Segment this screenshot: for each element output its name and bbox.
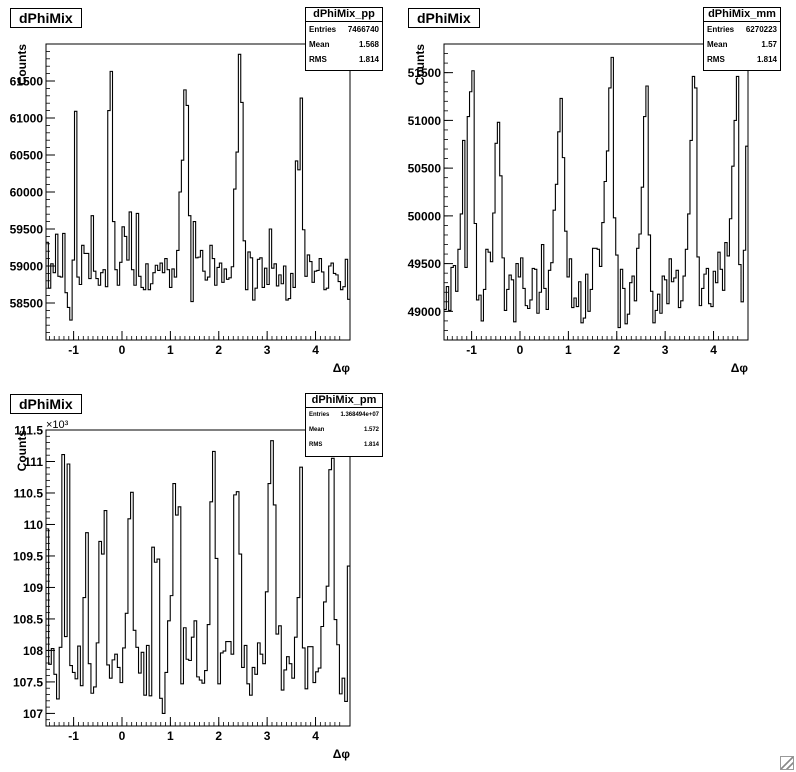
y-tick-label: 111 xyxy=(24,455,43,469)
y-tick-label: 109 xyxy=(23,581,43,595)
stats-label: Entries xyxy=(309,412,330,418)
y-tick-label: 108 xyxy=(23,644,43,658)
stats-label: Mean xyxy=(309,40,330,49)
stats-row-entries: Entries 6270223 xyxy=(704,22,780,37)
stats-box: dPhiMix_pm Entries 1.368494e+07 Mean 1.572 RM… xyxy=(305,393,383,457)
stats-label: Mean xyxy=(309,427,325,433)
stats-title: dPhiMix_pm xyxy=(306,394,382,408)
x-tick-label: 1 xyxy=(565,343,572,357)
y-tick-label: 110.5 xyxy=(14,486,44,500)
x-tick-label: 4 xyxy=(312,729,319,743)
y-axis-title: Counts xyxy=(15,44,29,86)
y-tick-label: 59000 xyxy=(10,260,44,274)
stats-value: 7466740 xyxy=(347,25,379,34)
plot-frame xyxy=(45,429,351,727)
x-tick-label: 4 xyxy=(312,343,319,357)
y-tick-label: 58500 xyxy=(10,297,44,311)
histogram-series-line xyxy=(46,53,350,321)
histogram-title: dPhiMix xyxy=(408,8,480,28)
stats-row-rms: RMS 1.814 xyxy=(306,52,382,67)
stats-title: dPhiMix_mm xyxy=(704,8,780,22)
x-tick-label: 1 xyxy=(167,343,174,357)
stats-label: Entries xyxy=(309,25,337,34)
x-tick-label: 1 xyxy=(167,729,174,743)
stats-box: dPhiMix_mm Entries 6270223 Mean 1.57 RMS 1.814 xyxy=(703,7,781,71)
x-tick-label: 3 xyxy=(264,729,271,743)
histogram-panel-mm: -1 0 1 2 3 4 49000 49500 50000 50500 51000 51500 Δφ C… xyxy=(398,0,796,386)
stats-label: RMS xyxy=(707,55,725,64)
stats-box: dPhiMix_pp Entries 7466740 Mean 1.568 RMS 1.81… xyxy=(305,7,383,71)
stats-value: 1.368494e+07 xyxy=(340,412,379,418)
x-tick-label: 0 xyxy=(119,729,126,743)
stats-value: 1.814 xyxy=(756,55,777,64)
y-tick-label: 109.5 xyxy=(13,549,43,563)
histogram-title: dPhiMix xyxy=(10,394,82,414)
x-axis-title: Δφ xyxy=(333,361,351,375)
stats-row-mean: Mean 1.568 xyxy=(306,37,382,52)
histogram-series-line xyxy=(444,56,748,329)
stats-row-rms: RMS 1.814 xyxy=(306,438,382,453)
stats-label: Entries xyxy=(707,25,735,34)
y-axis-title: Counts xyxy=(413,44,427,86)
x-tick-label: 3 xyxy=(662,343,669,357)
y-tick-label: 108.5 xyxy=(13,612,43,626)
x-tick-label: 2 xyxy=(613,343,620,357)
x-tick-label: 4 xyxy=(710,343,717,357)
x-tick-label: 2 xyxy=(215,343,222,357)
stats-label: Mean xyxy=(707,40,728,49)
y-tick-label: 60000 xyxy=(10,186,44,200)
resize-grip-icon[interactable] xyxy=(780,756,794,770)
histogram-svg: -1 0 1 2 3 4 58500 59000 59500 60000 60500 61000 615… xyxy=(10,43,351,375)
y-tick-label: 107 xyxy=(23,707,43,721)
stats-value: 6270223 xyxy=(745,25,777,34)
y-tick-label: 51500 xyxy=(408,66,442,80)
x-tick-label: -1 xyxy=(466,343,477,357)
y-tick-label: 107.5 xyxy=(13,675,43,689)
y-axis-title: Counts xyxy=(15,430,29,472)
histogram-title: dPhiMix xyxy=(10,8,82,28)
stats-label: RMS xyxy=(309,55,327,64)
x-tick-label: -1 xyxy=(68,343,79,357)
x-tick-label: -1 xyxy=(68,729,79,743)
x-tick-label: 0 xyxy=(517,343,524,357)
x-tick-label: 0 xyxy=(119,343,126,357)
stats-value: 1.568 xyxy=(358,40,379,49)
stats-title: dPhiMix_pp xyxy=(306,8,382,22)
stats-value: 1.57 xyxy=(761,40,777,49)
stats-row-rms: RMS 1.814 xyxy=(704,52,780,67)
stats-row-mean: Mean 1.572 xyxy=(306,423,382,438)
y-tick-label: 49000 xyxy=(408,305,442,319)
y-tick-label: 61000 xyxy=(10,112,44,126)
x-tick-label: 2 xyxy=(215,729,222,743)
x-axis-title: Δφ xyxy=(333,747,351,761)
stats-row-entries: Entries 1.368494e+07 xyxy=(306,408,382,423)
stats-value: 1.814 xyxy=(358,55,379,64)
y-tick-label: 50500 xyxy=(408,162,442,176)
y-tick-label: 50000 xyxy=(408,209,442,223)
stats-value: 1.572 xyxy=(363,427,379,433)
y-tick-label: 60500 xyxy=(10,149,44,163)
y-tick-label: 49500 xyxy=(408,257,442,271)
plot-frame xyxy=(443,43,749,341)
x-tick-label: 3 xyxy=(264,343,271,357)
stats-row-entries: Entries 7466740 xyxy=(306,22,382,37)
y-tick-label: 61500 xyxy=(10,75,44,89)
plot-frame xyxy=(45,43,351,341)
stats-row-mean: Mean 1.57 xyxy=(704,37,780,52)
y-tick-label: 111.5 xyxy=(14,424,43,438)
y-axis-exponent: ×10³ xyxy=(46,419,69,431)
histogram-panel-pm: -1 0 1 2 3 4 107 107.5 108 108.5 109 109.5 110 110.5 1… xyxy=(0,386,398,772)
stats-value: 1.814 xyxy=(363,442,379,448)
histogram-svg: -1 0 1 2 3 4 49000 49500 50000 50500 51000 51500 Δφ C… xyxy=(408,43,749,375)
y-tick-label: 59500 xyxy=(10,223,44,237)
x-axis-title: Δφ xyxy=(731,361,749,375)
y-tick-label: 51000 xyxy=(408,114,442,128)
histogram-series-line xyxy=(46,440,350,714)
histogram-panel-pp: -1 0 1 2 3 4 58500 59000 59500 60000 60500 61000 615… xyxy=(0,0,398,386)
y-tick-label: 110 xyxy=(24,518,44,532)
histogram-svg: -1 0 1 2 3 4 107 107.5 108 108.5 109 109.5 110 110.5 1… xyxy=(13,419,351,761)
stats-label: RMS xyxy=(309,442,323,448)
